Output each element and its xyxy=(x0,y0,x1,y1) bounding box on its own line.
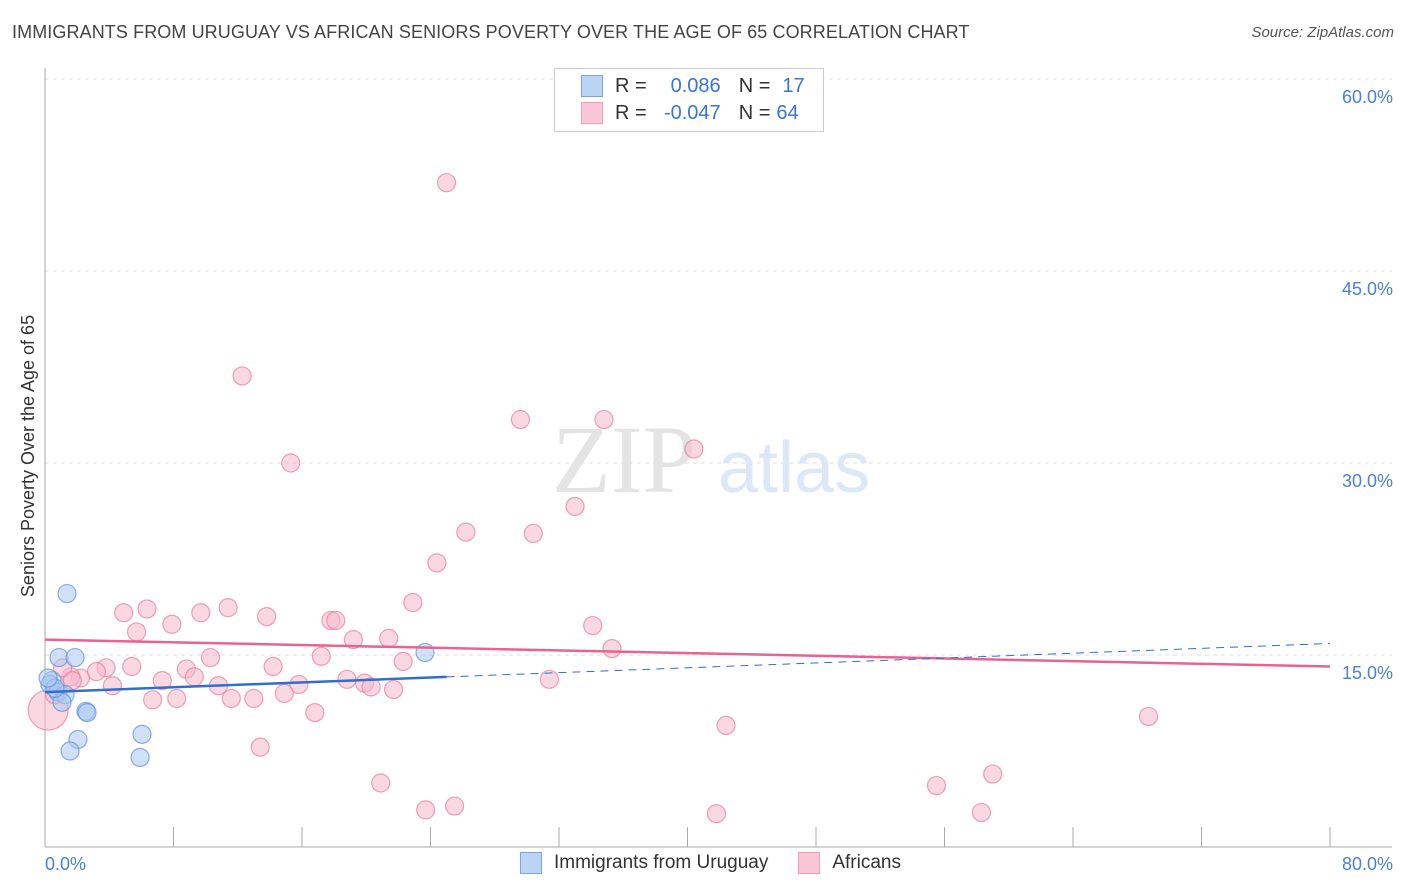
r-label: R = xyxy=(615,101,647,124)
africans-point xyxy=(510,409,531,430)
africans-point xyxy=(684,439,704,459)
n-label: N = xyxy=(738,101,771,124)
r-value: 0.086 xyxy=(670,74,721,97)
africans-point xyxy=(444,796,465,816)
africans-point xyxy=(305,702,325,723)
legend-swatch-blue xyxy=(520,852,542,874)
africans-point xyxy=(232,366,252,386)
africans-trend-line xyxy=(44,638,1331,668)
africans-point xyxy=(143,690,163,710)
africans-point xyxy=(162,614,182,634)
africans-point xyxy=(200,647,221,668)
legend-swatch-blue xyxy=(581,75,603,97)
africans-point xyxy=(716,715,736,736)
y-tick-label: 30.0% xyxy=(1342,471,1393,491)
africans-point xyxy=(250,737,270,757)
watermark: atlas xyxy=(718,428,870,508)
africans-point xyxy=(167,688,187,709)
africans-point xyxy=(1138,706,1159,727)
r-label: R = xyxy=(615,74,647,97)
africans-point xyxy=(393,651,413,672)
uruguay-point xyxy=(60,741,80,761)
uruguay-trend-line xyxy=(44,675,447,694)
x-tick-label: 0.0% xyxy=(45,854,86,874)
y-tick-label: 45.0% xyxy=(1342,279,1393,299)
africans-point xyxy=(602,638,622,659)
legend-swatch-pink xyxy=(798,852,821,874)
africans-point xyxy=(594,409,614,430)
africans-point xyxy=(114,603,134,623)
africans-point xyxy=(126,622,147,642)
africans-point xyxy=(274,683,294,704)
africans-point xyxy=(311,646,331,666)
legend-label-uruguay: Immigrants from Uruguay xyxy=(554,852,769,873)
africans-point xyxy=(565,496,585,517)
n-value: 17 xyxy=(782,74,805,97)
africans-point xyxy=(926,775,947,796)
n-value: 64 xyxy=(776,101,799,124)
africans-point xyxy=(456,522,476,542)
uruguay-point xyxy=(132,724,152,744)
legend-row-africans: R = -0.047 N = 64 xyxy=(581,100,799,126)
africans-point xyxy=(102,676,123,696)
r-value: -0.047 xyxy=(663,101,721,124)
africans-point xyxy=(343,630,363,650)
chart-title: IMMIGRANTS FROM URUGUAY VS AFRICAN SENIO… xyxy=(12,22,970,42)
y-axis-label: Seniors Poverty Over the Age of 65 xyxy=(18,315,38,597)
africans-point xyxy=(971,802,992,823)
africans-point xyxy=(539,669,559,689)
africans-point xyxy=(706,804,727,824)
africans-point xyxy=(523,523,543,544)
uruguay-trend-extension xyxy=(446,642,1331,678)
africans-point xyxy=(191,603,211,623)
series-legend: Immigrants from Uruguay Africans xyxy=(520,852,901,874)
africans-point xyxy=(152,670,172,691)
africans-point xyxy=(218,598,238,618)
africans-point xyxy=(263,656,283,677)
africans-point xyxy=(361,677,381,697)
africans-point xyxy=(436,173,457,193)
africans-point xyxy=(427,553,447,573)
source-label: Source: ZipAtlas.com xyxy=(1251,24,1394,41)
uruguay-point xyxy=(130,747,150,768)
africans-point xyxy=(416,800,436,820)
legend: R = 0.086 N = 17 R = -0.047 N = 64 xyxy=(554,68,824,132)
africans-point xyxy=(137,599,157,619)
africans-point xyxy=(583,615,603,636)
africans-point xyxy=(221,688,241,709)
africans-point xyxy=(983,764,1003,784)
africans-point xyxy=(383,679,404,700)
watermark: ZIP xyxy=(552,406,696,513)
x-tick-label: 80.0% xyxy=(1342,854,1393,874)
africans-point xyxy=(289,674,309,695)
legend-label-africans: Africans xyxy=(832,852,901,873)
africans-point xyxy=(371,773,391,793)
y-tick-label: 15.0% xyxy=(1342,663,1393,683)
uruguay-point xyxy=(415,642,435,663)
africans-point xyxy=(379,628,399,648)
y-tick-label: 60.0% xyxy=(1342,87,1393,107)
uruguay-point xyxy=(65,647,85,668)
uruguay-point xyxy=(77,702,97,723)
africans-point xyxy=(122,656,142,677)
africans-point xyxy=(281,453,301,473)
africans-point xyxy=(326,610,346,631)
africans-point xyxy=(86,662,107,682)
uruguay-point xyxy=(57,583,77,604)
africans-point xyxy=(184,667,204,687)
uruguay-point xyxy=(38,668,58,688)
africans-point xyxy=(257,606,277,627)
legend-swatch-pink xyxy=(581,102,603,124)
africans-point xyxy=(403,592,423,613)
uruguay-point xyxy=(49,647,69,668)
africans-point xyxy=(244,688,264,709)
legend-row-uruguay: R = 0.086 N = 17 xyxy=(581,73,805,99)
n-label: N = xyxy=(738,74,771,97)
